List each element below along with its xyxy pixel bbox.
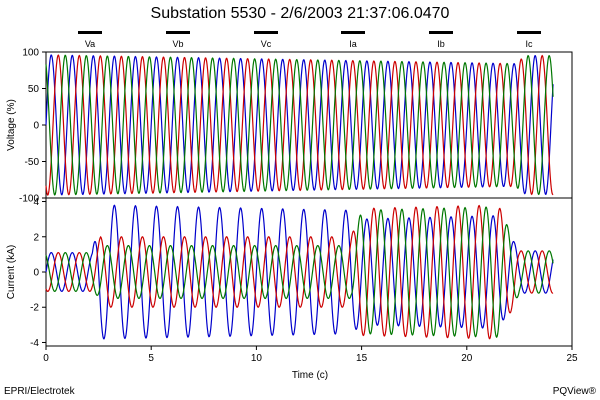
legend-label-va: Va	[85, 39, 95, 49]
legend-label-vb: Vb	[172, 39, 183, 49]
legend-label-ic: Ic	[525, 39, 533, 49]
legend-item-ia: Ia	[341, 31, 365, 49]
x-tick-label-20: 20	[461, 353, 473, 364]
y-tick-label-voltage--100: -100	[19, 194, 39, 205]
legend-item-vb: Vb	[166, 31, 190, 49]
legend-item-ic: Ic	[517, 31, 541, 49]
legend-label-ia: Ia	[349, 39, 357, 49]
series-line-vb	[45, 54, 554, 196]
y-tick-label-voltage--50: -50	[25, 157, 40, 168]
legend-label-vc: Vc	[261, 39, 272, 49]
x-tick-label-0: 0	[43, 353, 49, 364]
x-tick-label-15: 15	[356, 353, 368, 364]
x-axis-label: Time (c)	[292, 370, 328, 381]
legend-item-vc: Vc	[254, 31, 278, 49]
y-tick-label-current--2: -2	[30, 303, 39, 314]
y-tick-label-current-4: 4	[33, 197, 39, 208]
legend-item-va: Va	[78, 31, 102, 49]
series-line-ic	[45, 206, 554, 338]
x-tick-label-10: 10	[251, 353, 263, 364]
footer-right: PQView®	[553, 386, 597, 397]
y-axis-label-voltage: Voltage (%)	[6, 99, 17, 151]
series-line-ib	[45, 204, 554, 340]
x-tick-label-5: 5	[148, 353, 154, 364]
x-tick-label-25: 25	[566, 353, 578, 364]
footer-left: EPRI/Electrotek	[4, 386, 76, 397]
y-tick-label-voltage-100: 100	[22, 48, 39, 59]
y-tick-label-current-2: 2	[33, 232, 39, 243]
legend-label-ib: Ib	[437, 39, 445, 49]
y-tick-label-voltage-50: 50	[28, 84, 40, 95]
series-line-vc	[45, 54, 554, 196]
legend-item-ib: Ib	[429, 31, 453, 49]
chart-title: Substation 5530 - 2/6/2003 21:37:06.0470	[151, 5, 450, 22]
y-tick-label-current--4: -4	[30, 338, 39, 349]
y-tick-label-voltage-0: 0	[33, 121, 39, 132]
y-axis-label-current: Current (kA)	[6, 245, 17, 299]
legend: Va Vb Vc Ia Ib Ic	[78, 31, 541, 49]
y-tick-label-current-0: 0	[33, 268, 39, 279]
